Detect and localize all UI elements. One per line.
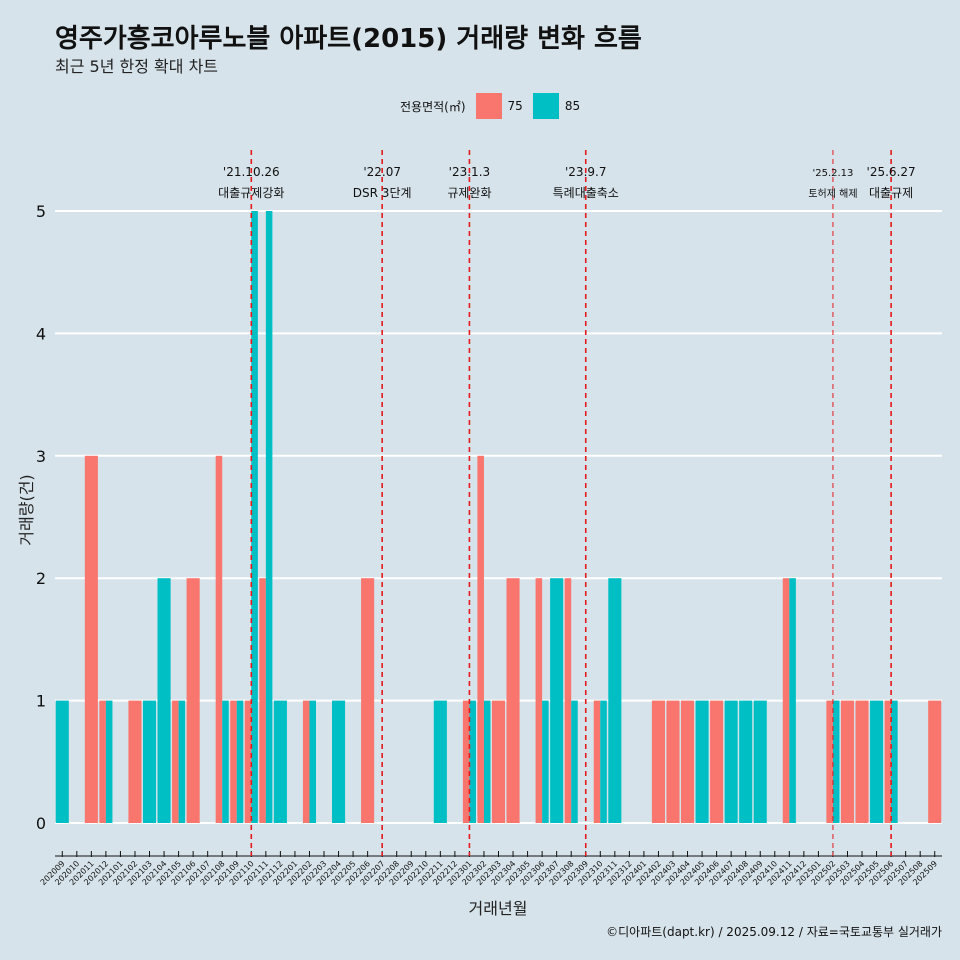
y-tick-label: 4 (36, 324, 46, 343)
bar-85-202311 (608, 578, 622, 823)
bar-75-202110 (244, 700, 252, 823)
bar-85-202307 (550, 578, 564, 823)
bar-75-202302 (477, 455, 484, 823)
bar-75-202109 (230, 700, 237, 823)
bar-75-202105 (172, 700, 179, 823)
event-date-202110: '21.10.26 (223, 165, 280, 179)
bar-75-202306 (535, 578, 543, 823)
bar-75-202108 (215, 455, 223, 823)
y-tick-label: 2 (36, 569, 46, 588)
y-tick-label: 5 (36, 202, 46, 221)
bar-75-202403 (666, 700, 680, 823)
bar-85-202110 (251, 211, 258, 823)
bar-75-202402 (651, 700, 665, 823)
bar-85-202204 (332, 700, 346, 823)
bar-75-202012 (99, 700, 106, 823)
legend-label-85: 85 (564, 99, 581, 113)
y-tick-label: 0 (36, 814, 46, 833)
chart-subtitle: 최근 5년 한정 확대 차트 (55, 57, 219, 76)
event-label-202309: 특례대출축소 (553, 186, 619, 200)
bar-85-202405 (695, 700, 709, 823)
bar-75-202206 (361, 578, 375, 823)
bar-75-202102 (128, 700, 142, 823)
bar-85-202505 (870, 700, 884, 823)
bar-85-202111 (265, 211, 273, 823)
bar-85-202103 (142, 700, 157, 823)
bar-75-202503 (840, 700, 855, 823)
bar-75-202304 (506, 578, 520, 823)
bar-75-202509 (928, 700, 942, 823)
legend-key-85 (532, 93, 559, 119)
bar-75-202406 (710, 700, 724, 823)
bar-85-202506 (891, 700, 898, 823)
bar-75-202106 (186, 578, 200, 823)
event-date-202502: '25.2.13 (812, 168, 853, 179)
bar-75-202504 (855, 700, 869, 823)
bar-75-202111 (259, 578, 266, 823)
bar-85-202301 (469, 700, 476, 823)
bar-85-202302 (483, 700, 491, 823)
bar-75-202202 (302, 700, 310, 823)
legend-title: 전용면적(㎡) (400, 99, 466, 114)
y-axis-title: 거래량(건) (17, 474, 36, 545)
legend-key-75 (475, 93, 502, 119)
bar-75-202404 (680, 700, 695, 823)
bar-85-202407 (724, 700, 738, 823)
event-date-202506: '25.6.27 (867, 165, 916, 179)
bar-85-202012 (105, 700, 113, 823)
event-date-202309: '23.9.7 (565, 165, 606, 179)
bar-85-202310 (600, 700, 607, 823)
event-date-202207: '22.07 (363, 165, 401, 179)
y-tick-label: 3 (36, 447, 46, 466)
event-date-202301: '23.1.3 (449, 165, 490, 179)
bar-75-202411 (782, 578, 790, 823)
bar-85-202202 (309, 700, 317, 823)
bar-85-202104 (157, 578, 171, 823)
bar-85-202306 (542, 700, 549, 823)
legend: 전용면적(㎡) 75 85 (400, 93, 580, 119)
y-tick-label: 1 (36, 692, 46, 711)
event-label-202301: 규제완화 (447, 186, 491, 200)
bar-85-202112 (273, 700, 287, 823)
event-label-202502: 토허제 해제 (808, 187, 857, 200)
bar-85-202502 (832, 700, 840, 823)
bar-75-202502 (826, 700, 833, 823)
chart-title: 영주가흥코아루노블 아파트(2015) 거래량 변화 흐름 (55, 24, 642, 54)
bar-85-202411 (789, 578, 796, 823)
bar-75-202310 (593, 700, 601, 823)
bar-85-202108 (222, 700, 229, 823)
bar-85-202009 (55, 700, 69, 823)
bar-75-202308 (564, 578, 572, 823)
source-footer: ©디아파트(dapt.kr) / 2025.09.12 / 자료=국토교통부 실… (606, 925, 942, 939)
bar-75-202011 (84, 455, 98, 823)
bar-85-202308 (571, 700, 578, 823)
bar-85-202105 (178, 700, 186, 823)
bar-75-202301 (462, 700, 470, 823)
bar-85-202409 (753, 700, 767, 823)
bar-75-202506 (884, 700, 892, 823)
event-label-202506: 대출규제 (869, 186, 913, 200)
legend-label-75: 75 (507, 99, 523, 113)
bar-75-202303 (491, 700, 506, 823)
event-label-202207: DSR 3단계 (353, 186, 412, 200)
bar-85-202408 (739, 700, 753, 823)
bar-85-202211 (433, 700, 447, 823)
event-label-202110: 대출규제강화 (218, 186, 284, 200)
bar-85-202109 (236, 700, 244, 823)
x-axis-title: 거래년월 (469, 899, 528, 918)
